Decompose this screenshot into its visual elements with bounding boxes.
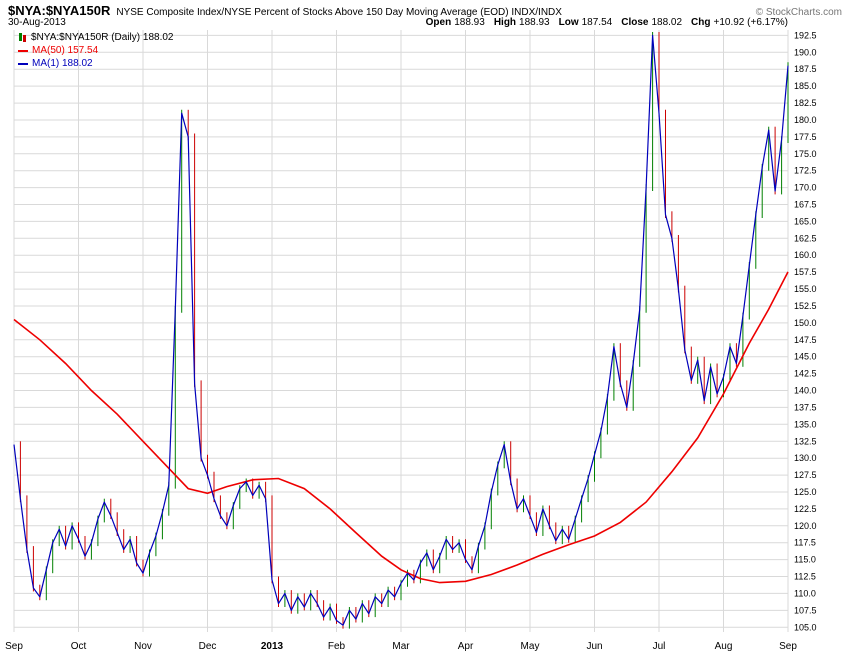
- svg-text:Mar: Mar: [392, 641, 410, 652]
- chart-header: $NYA:$NYA150R NYSE Composite Index/NYSE …: [8, 3, 842, 18]
- svg-text:132.5: 132.5: [794, 436, 817, 446]
- chart-description: NYSE Composite Index/NYSE Percent of Sto…: [116, 7, 562, 18]
- svg-text:122.5: 122.5: [794, 504, 817, 514]
- svg-text:May: May: [521, 641, 540, 652]
- svg-text:112.5: 112.5: [794, 572, 816, 582]
- svg-text:Sep: Sep: [779, 641, 797, 652]
- legend-ma1-row: MA(1) 188.02: [18, 57, 173, 70]
- stockcharts-credit-link[interactable]: © StockCharts.com: [755, 7, 842, 18]
- svg-text:177.5: 177.5: [794, 132, 817, 142]
- svg-text:157.5: 157.5: [794, 267, 817, 277]
- symbol-title: $NYA:$NYA150R: [8, 3, 111, 18]
- svg-text:140.0: 140.0: [794, 386, 817, 396]
- quote-open: Open 188.93: [425, 17, 485, 28]
- svg-text:105.0: 105.0: [794, 622, 817, 632]
- quote-close: Close 188.02: [621, 17, 683, 28]
- svg-text:Feb: Feb: [328, 641, 346, 652]
- svg-text:165.0: 165.0: [794, 216, 817, 226]
- svg-text:135.0: 135.0: [794, 419, 817, 429]
- legend-main-row: $NYA:$NYA150R (Daily) 188.02: [18, 31, 173, 44]
- svg-text:Dec: Dec: [199, 641, 217, 652]
- svg-text:Jul: Jul: [653, 641, 666, 652]
- svg-text:190.0: 190.0: [794, 47, 817, 57]
- svg-text:125.0: 125.0: [794, 487, 817, 497]
- svg-text:130.0: 130.0: [794, 453, 817, 463]
- svg-text:Aug: Aug: [715, 641, 733, 652]
- legend-main-label: $NYA:$NYA150R (Daily) 188.02: [31, 32, 174, 43]
- legend-ma1-label: MA(1) 188.02: [32, 58, 93, 69]
- quote-change: Chg +10.92 (+6.17%): [691, 17, 788, 28]
- svg-text:107.5: 107.5: [794, 605, 817, 615]
- svg-text:155.0: 155.0: [794, 284, 817, 294]
- svg-text:Sep: Sep: [5, 641, 23, 652]
- svg-text:175.0: 175.0: [794, 149, 817, 159]
- svg-text:2013: 2013: [261, 641, 284, 652]
- svg-text:180.0: 180.0: [794, 115, 817, 125]
- svg-text:145.0: 145.0: [794, 352, 817, 362]
- svg-text:152.5: 152.5: [794, 301, 817, 311]
- quote-high: High 188.93: [493, 17, 550, 28]
- svg-text:182.5: 182.5: [794, 98, 817, 108]
- legend-ma50-label: MA(50) 157.54: [32, 45, 99, 56]
- quote-header: 30-Aug-2013 Open 188.93 High 188.93 Low 187…: [8, 17, 788, 28]
- svg-text:Jun: Jun: [586, 641, 602, 652]
- svg-text:162.5: 162.5: [794, 233, 817, 243]
- svg-text:187.5: 187.5: [794, 64, 817, 74]
- svg-text:120.0: 120.0: [794, 521, 817, 531]
- svg-text:192.5: 192.5: [794, 30, 817, 40]
- svg-text:137.5: 137.5: [794, 402, 817, 412]
- svg-text:167.5: 167.5: [794, 200, 817, 210]
- ma1-legend-swatch: [18, 62, 28, 65]
- svg-text:Oct: Oct: [71, 641, 87, 652]
- svg-text:147.5: 147.5: [794, 335, 817, 345]
- ma50-legend-swatch: [18, 49, 28, 52]
- svg-text:110.0: 110.0: [794, 588, 816, 598]
- svg-text:142.5: 142.5: [794, 369, 817, 379]
- quote-low: Low 187.54: [558, 17, 613, 28]
- svg-text:115.0: 115.0: [794, 555, 816, 565]
- svg-text:127.5: 127.5: [794, 470, 817, 480]
- svg-text:117.5: 117.5: [794, 538, 816, 548]
- svg-text:170.0: 170.0: [794, 183, 817, 193]
- legend-ma50-row: MA(50) 157.54: [18, 44, 173, 57]
- svg-text:Apr: Apr: [458, 641, 474, 652]
- chart-legend: $NYA:$NYA150R (Daily) 188.02 MA(50) 157.…: [18, 31, 173, 70]
- svg-text:150.0: 150.0: [794, 318, 817, 328]
- svg-text:Nov: Nov: [134, 641, 152, 652]
- ohlc-quote: Open 188.93 High 188.93 Low 187.54 Close 188…: [426, 17, 788, 28]
- svg-text:172.5: 172.5: [794, 166, 817, 176]
- chart-date: 30-Aug-2013: [8, 17, 66, 28]
- price-bars-icon: [19, 33, 26, 42]
- svg-text:160.0: 160.0: [794, 250, 817, 260]
- svg-text:185.0: 185.0: [794, 81, 817, 91]
